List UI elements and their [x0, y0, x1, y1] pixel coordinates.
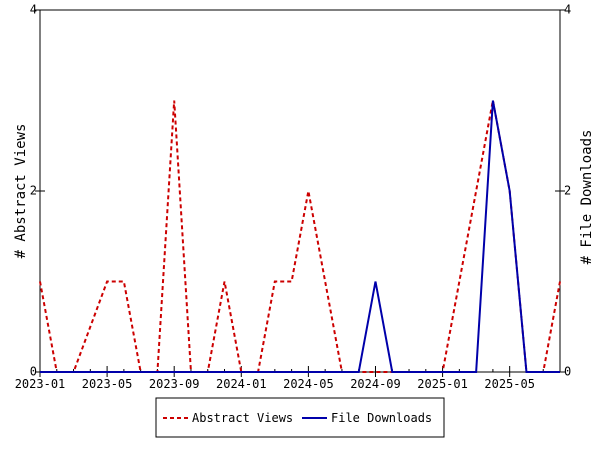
series-lines — [39, 100, 561, 373]
left-y-tick-label: 2 — [30, 184, 37, 198]
left-y-tick-label: 0 — [30, 365, 37, 379]
left-y-axis-ticks: 0 2 4 — [30, 3, 45, 379]
legend-box — [155, 397, 445, 438]
x-tick-label: 2024-09 — [350, 377, 401, 391]
x-tick-label: 2023-09 — [149, 377, 200, 391]
right-y-tick-label: 2 — [564, 184, 571, 198]
x-axis-ticks: 2023-01 2023-05 2023-09 2024-01 2024-05 2024-… — [15, 366, 561, 391]
series-line-abstract-views — [39, 100, 561, 373]
legend-label-abstract-views: Abstract Views — [192, 411, 293, 425]
left-y-axis-title: # Abstract Views — [13, 124, 29, 259]
right-y-tick-label: 0 — [564, 365, 571, 379]
legend: Abstract Views File Downloads — [155, 397, 445, 438]
x-tick-label: 2023-01 — [15, 377, 66, 391]
x-tick-label: 2023-05 — [82, 377, 133, 391]
x-tick-label: 2024-01 — [216, 377, 267, 391]
right-y-axis-ticks: 0 2 4 — [555, 3, 571, 379]
right-y-tick-label: 4 — [564, 3, 571, 17]
right-y-axis-title: # File Downloads — [579, 130, 595, 265]
legend-label-file-downloads: File Downloads — [331, 411, 432, 425]
x-tick-label: 2024-05 — [283, 377, 334, 391]
x-tick-label: 2025-05 — [484, 377, 535, 391]
left-y-tick-label: 4 — [30, 3, 37, 17]
x-tick-label: 2025-01 — [417, 377, 468, 391]
plot-frame — [39, 9, 561, 373]
series-line-file-downloads — [40, 100, 560, 373]
